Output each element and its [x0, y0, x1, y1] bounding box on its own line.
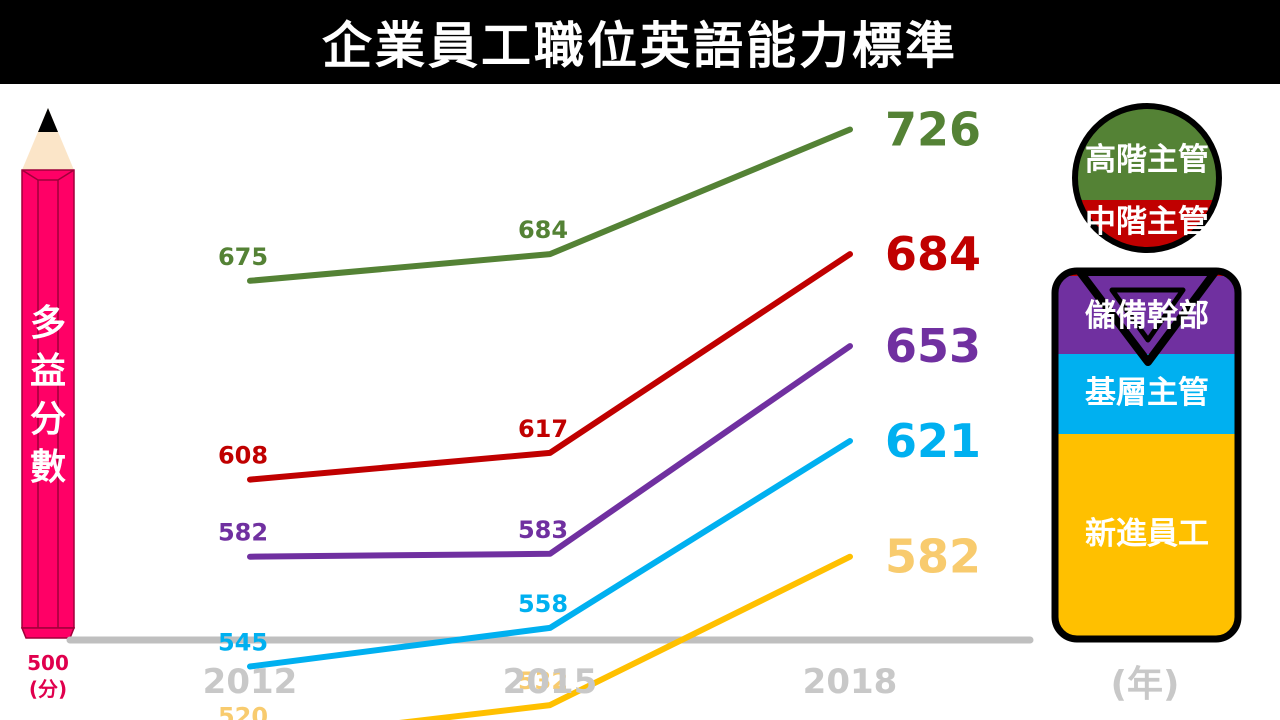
series-line: [398, 553, 853, 720]
y-axis-label: 多 益 分 數: [22, 300, 74, 492]
level-label-senior-manager: 高階主管: [1085, 142, 1209, 178]
level-label-first-line-manager: 基層主管: [1085, 375, 1209, 411]
pencil-tip: [22, 108, 74, 170]
y-axis-label-char: 多: [29, 303, 66, 344]
data-label: 582: [218, 519, 268, 547]
y-axis-label-char: 益: [29, 351, 66, 392]
pencil-axis-graphic: [20, 108, 76, 639]
series-line: [247, 343, 853, 560]
series-line: [247, 251, 853, 483]
level-label-management-trainee: 儲備幹部: [1085, 298, 1209, 334]
series-line: [247, 438, 853, 670]
page-title: 企業員工職位英語能力標準: [0, 0, 1280, 84]
data-label: 520: [218, 703, 268, 720]
data-label: 726: [885, 103, 981, 157]
level-label-middle-manager: 中階主管: [1085, 204, 1209, 240]
level-label-new-employee: 新進員工: [1085, 516, 1209, 552]
y-axis-origin: 500 (分): [10, 650, 86, 702]
x-axis-unit: (年): [1110, 664, 1180, 705]
pencil-end: [20, 627, 76, 639]
pencil-body: [21, 169, 75, 629]
y-axis-label-char: 分: [29, 399, 66, 440]
data-label: 653: [885, 319, 981, 373]
data-label: 608: [218, 442, 268, 470]
data-label: 675: [218, 243, 268, 271]
x-tick-label: 2012: [203, 662, 298, 702]
y-axis-origin-value: 500: [27, 651, 69, 675]
y-axis-origin-unit: (分): [28, 677, 68, 701]
tie-icon: [1076, 268, 1219, 366]
x-tick-label: 2015: [503, 662, 598, 702]
data-label: 621: [885, 414, 981, 468]
series-group: 675 684 726 608 617 684 582 583 653 545 558 621 520 5…: [218, 103, 981, 720]
pencil-lead: [38, 108, 58, 132]
pencil-ferrule-edge: [21, 169, 75, 181]
data-label: 684: [518, 216, 568, 244]
x-tick-label: 2018: [803, 662, 898, 702]
series-line: [247, 126, 853, 284]
data-label: 558: [518, 590, 568, 618]
data-label: 617: [518, 415, 568, 443]
data-label: 583: [518, 516, 568, 544]
job-level-figure: [1051, 103, 1242, 643]
data-label: 684: [885, 227, 981, 281]
data-label: 532: [518, 667, 568, 695]
data-label: 545: [218, 629, 268, 657]
x-tick-labels: 2012 2015 2018: [203, 662, 898, 702]
data-label: 582: [885, 530, 981, 584]
y-axis-label-char: 數: [29, 447, 66, 488]
